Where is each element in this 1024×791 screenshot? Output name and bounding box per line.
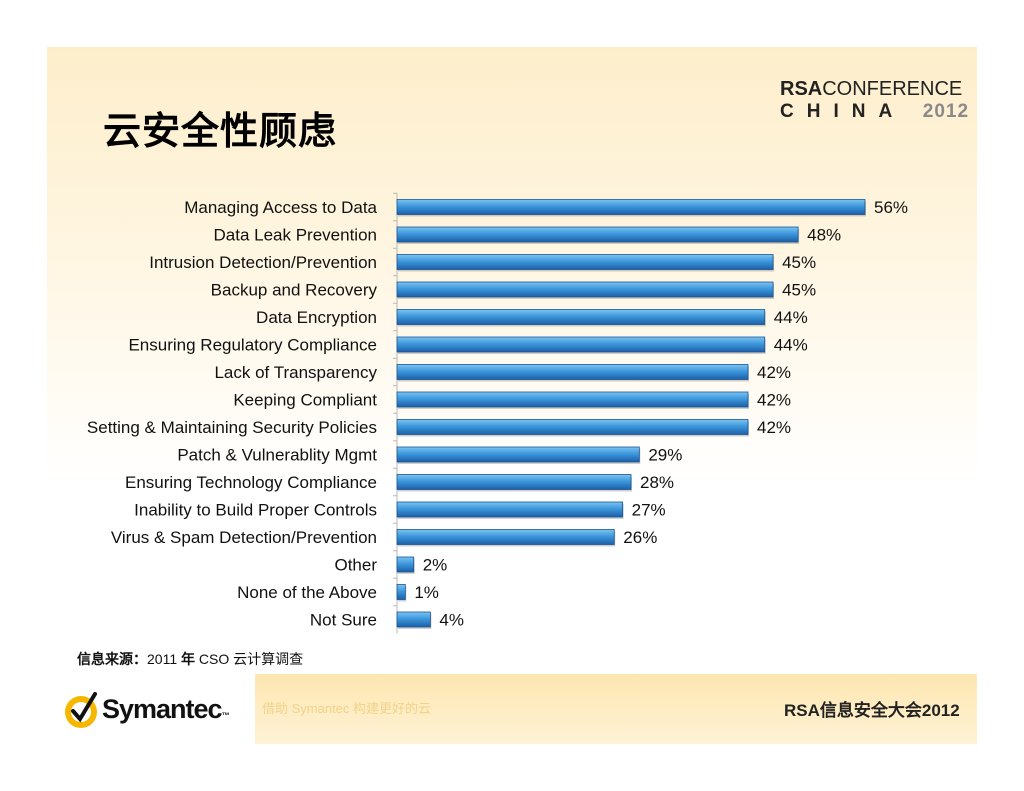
symantec-wordmark: Symantec™ (102, 694, 230, 725)
footer-slogan: 借助 Symantec 构建更好的云 (262, 701, 432, 716)
bar (396, 254, 774, 270)
value-label: 42% (757, 363, 791, 382)
bar (396, 611, 431, 628)
bar (396, 474, 632, 490)
category-label: Keeping Compliant (233, 391, 377, 410)
bar (396, 199, 866, 215)
trademark-symbol: ™ (221, 711, 230, 720)
value-label: 26% (623, 528, 657, 547)
rsa-logo-line2: CHINA 2012 (780, 101, 968, 123)
value-label: 27% (632, 501, 666, 520)
symantec-name: Symantec (102, 694, 223, 724)
category-label: Managing Access to Data (184, 198, 377, 217)
rsa-country: CHINA (780, 101, 905, 122)
value-label: 28% (640, 473, 674, 492)
page-title: 云安全性顾虑 (103, 108, 338, 153)
value-label: 44% (774, 308, 808, 327)
value-label: 1% (414, 583, 439, 602)
value-label: 29% (648, 446, 682, 465)
bar-chart: Managing Access to Data 56% Data Leak Prev… (87, 192, 908, 634)
bar (396, 501, 624, 518)
category-label: Patch & Vulnerablity Mgmt (177, 446, 377, 465)
category-label: None of the Above (237, 583, 377, 602)
bar (396, 584, 406, 600)
bar (396, 446, 640, 463)
category-label: Not Sure (310, 611, 377, 630)
category-label: Inability to Build Proper Controls (134, 501, 377, 520)
symantec-check-icon (65, 692, 97, 728)
source-year: 2011 (147, 651, 178, 667)
rsa-word: CONFERENCE (822, 78, 963, 100)
category-label: Ensuring Technology Compliance (125, 473, 377, 492)
category-label: Data Leak Prevention (214, 226, 378, 245)
value-label: 45% (782, 281, 816, 300)
source-label: 信息来源： (77, 652, 147, 668)
bar (396, 309, 766, 325)
rsa-conference-logo: RSACONFERENCE CHINA 2012 (780, 78, 968, 123)
bar (396, 226, 799, 243)
bar (396, 364, 749, 380)
category-label: Lack of Transparency (214, 363, 377, 382)
event-name: RSA信息安全大会2012 (784, 701, 960, 720)
value-label: 4% (439, 611, 464, 630)
value-label: 42% (757, 418, 791, 437)
category-label: Data Encryption (256, 308, 377, 327)
rsa-brand: RSA (780, 78, 823, 100)
category-label: Setting & Maintaining Security Policies (87, 418, 377, 437)
bar (396, 336, 766, 353)
bar (396, 556, 415, 573)
value-label: 48% (807, 226, 841, 245)
bar (396, 391, 749, 408)
footer-band (255, 674, 977, 744)
bar (396, 419, 749, 435)
category-label: Ensuring Regulatory Compliance (128, 336, 377, 355)
value-label: 44% (774, 336, 808, 355)
rsa-year: 2012 (922, 101, 970, 122)
category-label: Other (334, 556, 377, 575)
rsa-logo-line1: RSACONFERENCE (780, 78, 962, 101)
symantec-logo: Symantec™ (62, 686, 252, 736)
data-source-note: 信息来源：2011 年 CSO 云计算调查 (77, 649, 303, 669)
value-label: 45% (782, 253, 816, 272)
category-label: Backup and Recovery (211, 281, 378, 300)
value-label: 42% (757, 391, 791, 410)
source-text: CSO 云计算调查 (198, 651, 304, 667)
bar (396, 281, 774, 298)
value-label: 2% (423, 556, 448, 575)
category-label: Virus & Spam Detection/Prevention (111, 528, 377, 547)
source-year-suffix: 年 (181, 652, 195, 668)
category-label: Intrusion Detection/Prevention (149, 253, 377, 272)
value-label: 56% (874, 198, 908, 217)
bar (396, 529, 615, 545)
